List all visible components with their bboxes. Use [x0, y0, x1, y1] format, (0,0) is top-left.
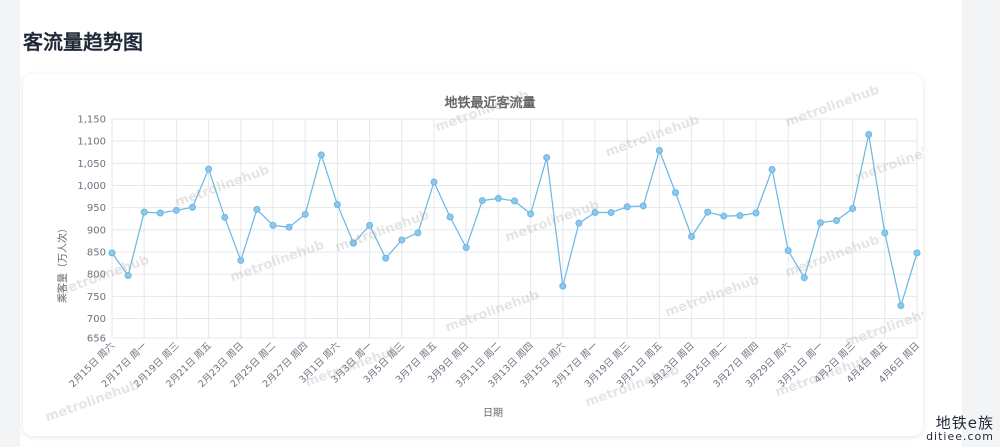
y-tick-label: 950 [87, 203, 106, 214]
data-point [172, 206, 180, 214]
y-tick-label: 750 [87, 292, 106, 303]
data-point [672, 189, 679, 197]
data-point [253, 205, 261, 213]
data-point [430, 178, 438, 186]
data-point [881, 229, 889, 237]
y-tick-label: 1,150 [77, 115, 106, 126]
y-axis-title: 乘客量（万人次） [56, 223, 69, 303]
data-point [607, 209, 615, 217]
data-point [478, 197, 486, 205]
page-title: 客流量趋势图 [23, 30, 143, 54]
data-point [285, 223, 293, 231]
series-line [111, 134, 918, 308]
y-tick-label: 900 [87, 225, 106, 236]
y-tick-label: 656 [87, 334, 106, 345]
series-line-layer [111, 134, 918, 308]
data-point [156, 209, 164, 217]
data-point [849, 205, 857, 213]
data-point [720, 212, 728, 220]
data-point [639, 202, 647, 210]
data-point [301, 210, 309, 218]
data-point [221, 213, 229, 221]
data-point [237, 256, 245, 264]
data-point [350, 239, 357, 247]
data-point [382, 254, 390, 262]
data-point [655, 146, 663, 154]
y-tick-label: 700 [87, 314, 106, 325]
data-point [462, 244, 470, 252]
grid [111, 118, 918, 339]
line-chart: 1,150 1,100 1,050 1,000 950 900 850 800 750 700 65… [56, 95, 922, 419]
site-logo: 地铁e族 ditiee.com [926, 413, 994, 444]
site-logo-name: 地铁e族 [935, 413, 994, 432]
y-tick-label: 1,000 [77, 181, 106, 192]
data-point [575, 219, 583, 227]
data-point [768, 166, 776, 174]
data-point [688, 232, 696, 240]
data-point [205, 165, 213, 173]
data-point [784, 247, 792, 255]
data-point [366, 221, 374, 229]
data-point [446, 213, 454, 221]
chart-title: 地铁最近客流量 [444, 95, 535, 111]
chart-card: 1,150 1,100 1,050 1,000 950 900 850 800 750 700 65… [23, 74, 923, 436]
y-tick-label: 1,050 [77, 159, 106, 170]
data-point [124, 271, 132, 279]
data-point [591, 209, 599, 217]
site-logo-domain: ditiee.com [926, 430, 994, 444]
data-points [108, 131, 921, 310]
data-point [736, 212, 744, 220]
data-point [317, 151, 325, 159]
data-point [269, 221, 277, 229]
data-point [189, 203, 196, 211]
data-point [816, 219, 824, 227]
data-point [897, 302, 905, 310]
data-point [494, 194, 502, 202]
y-tick-label: 800 [87, 270, 106, 281]
data-point [543, 154, 551, 162]
data-point [913, 249, 921, 257]
data-point [511, 197, 518, 205]
data-point [398, 236, 406, 244]
data-point [865, 131, 873, 139]
data-point [752, 209, 760, 217]
y-tick-label: 850 [87, 247, 106, 258]
data-point [414, 229, 422, 237]
data-point [333, 201, 341, 209]
data-point [800, 274, 808, 282]
data-point [140, 208, 148, 216]
data-point [527, 210, 535, 218]
x-axis-title: 日期 [483, 407, 503, 419]
data-point [833, 217, 840, 225]
y-tick-label: 1,100 [77, 137, 106, 148]
data-point [108, 249, 116, 257]
data-point [704, 208, 712, 216]
data-point [623, 203, 631, 211]
data-point [559, 282, 567, 290]
